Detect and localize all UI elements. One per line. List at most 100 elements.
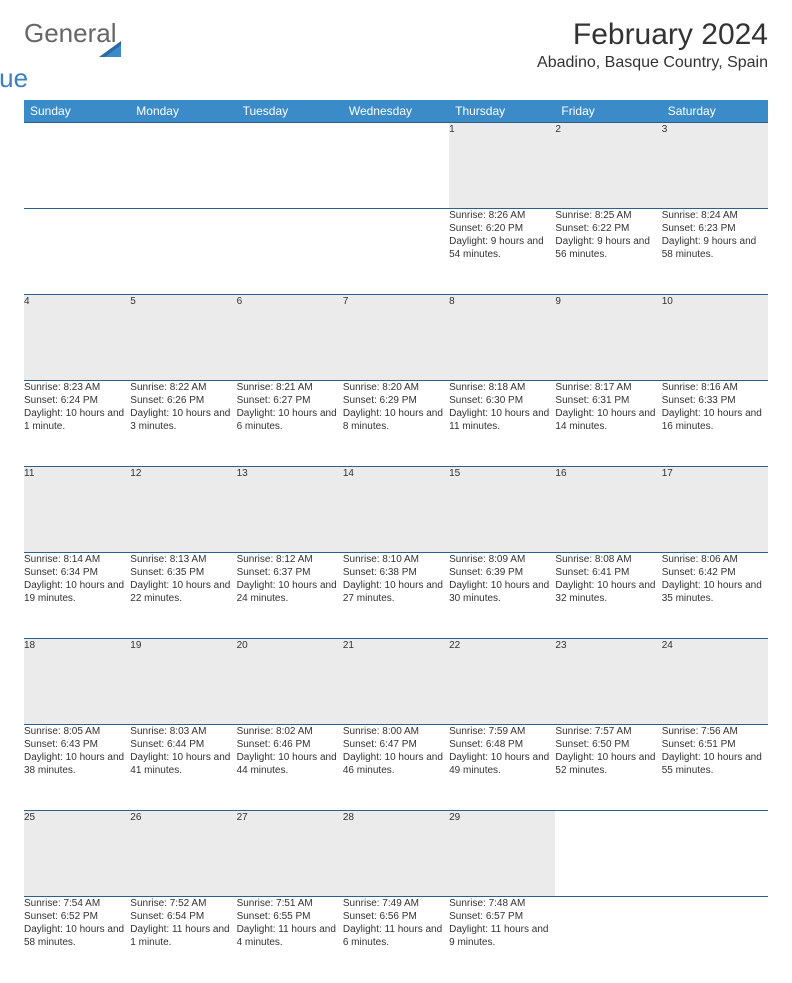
day-cell: Sunrise: 8:26 AM Sunset: 6:20 PM Dayligh… [449,209,555,295]
daynum-cell: 14 [343,467,449,553]
title-block: February 2024 Abadino, Basque Country, S… [537,18,768,72]
page-header: General Blue February 2024 Abadino, Basq… [24,18,768,94]
daynum-cell: 28 [343,811,449,897]
week-4-contentrow: Sunrise: 7:54 AM Sunset: 6:52 PM Dayligh… [24,897,768,983]
daynum-cell: 10 [662,295,768,381]
location-subtitle: Abadino, Basque Country, Spain [537,54,768,72]
daynum-cell [237,123,343,209]
daynum-cell [343,123,449,209]
daynum-cell [130,123,236,209]
day-cell-text: Sunrise: 8:26 AM Sunset: 6:20 PM Dayligh… [449,209,555,261]
week-1-numrow: 45678910 [24,295,768,381]
day-cell: Sunrise: 7:56 AM Sunset: 6:51 PM Dayligh… [662,725,768,811]
daynum-cell: 23 [555,639,661,725]
week-4-numrow: 2526272829 [24,811,768,897]
day-cell [555,897,661,983]
day-cell-text: Sunrise: 7:57 AM Sunset: 6:50 PM Dayligh… [555,725,661,777]
day-cell-text: Sunrise: 8:23 AM Sunset: 6:24 PM Dayligh… [24,381,130,433]
day-cell: Sunrise: 7:54 AM Sunset: 6:52 PM Dayligh… [24,897,130,983]
day-cell-text: Sunrise: 8:17 AM Sunset: 6:31 PM Dayligh… [555,381,661,433]
col-header-tuesday: Tuesday [237,100,343,123]
calendar-body: 123Sunrise: 8:26 AM Sunset: 6:20 PM Dayl… [24,123,768,983]
day-cell [343,209,449,295]
calendar-table: SundayMondayTuesdayWednesdayThursdayFrid… [24,100,768,983]
day-cell-text: Sunrise: 8:03 AM Sunset: 6:44 PM Dayligh… [130,725,236,777]
day-cell-text: Sunrise: 8:09 AM Sunset: 6:39 PM Dayligh… [449,553,555,605]
day-cell-text: Sunrise: 8:16 AM Sunset: 6:33 PM Dayligh… [662,381,768,433]
day-cell-text: Sunrise: 7:52 AM Sunset: 6:54 PM Dayligh… [130,897,236,949]
day-cell: Sunrise: 7:49 AM Sunset: 6:56 PM Dayligh… [343,897,449,983]
day-cell-text: Sunrise: 8:13 AM Sunset: 6:35 PM Dayligh… [130,553,236,605]
day-cell-text: Sunrise: 8:06 AM Sunset: 6:42 PM Dayligh… [662,553,768,605]
daynum-cell [24,123,130,209]
day-cell: Sunrise: 8:00 AM Sunset: 6:47 PM Dayligh… [343,725,449,811]
day-cell: Sunrise: 8:05 AM Sunset: 6:43 PM Dayligh… [24,725,130,811]
logo-text-2: Blue [0,63,28,94]
day-cell-text: Sunrise: 8:05 AM Sunset: 6:43 PM Dayligh… [24,725,130,777]
daynum-cell: 24 [662,639,768,725]
day-cell-text: Sunrise: 8:10 AM Sunset: 6:38 PM Dayligh… [343,553,449,605]
week-2-numrow: 11121314151617 [24,467,768,553]
week-3-numrow: 18192021222324 [24,639,768,725]
calendar-head: SundayMondayTuesdayWednesdayThursdayFrid… [24,100,768,123]
week-3-contentrow: Sunrise: 8:05 AM Sunset: 6:43 PM Dayligh… [24,725,768,811]
day-cell-text: Sunrise: 8:14 AM Sunset: 6:34 PM Dayligh… [24,553,130,605]
day-cell-text: Sunrise: 8:24 AM Sunset: 6:23 PM Dayligh… [662,209,768,261]
daynum-cell: 20 [237,639,343,725]
day-cell [24,209,130,295]
daynum-cell: 25 [24,811,130,897]
month-title: February 2024 [537,18,768,52]
col-header-wednesday: Wednesday [343,100,449,123]
day-cell-text: Sunrise: 8:22 AM Sunset: 6:26 PM Dayligh… [130,381,236,433]
daynum-cell: 26 [130,811,236,897]
daynum-cell: 16 [555,467,661,553]
day-cell: Sunrise: 7:57 AM Sunset: 6:50 PM Dayligh… [555,725,661,811]
logo: General Blue [24,18,127,94]
col-header-friday: Friday [555,100,661,123]
day-cell: Sunrise: 8:20 AM Sunset: 6:29 PM Dayligh… [343,381,449,467]
day-cell: Sunrise: 8:13 AM Sunset: 6:35 PM Dayligh… [130,553,236,639]
col-header-thursday: Thursday [449,100,555,123]
daynum-cell: 21 [343,639,449,725]
day-cell: Sunrise: 8:02 AM Sunset: 6:46 PM Dayligh… [237,725,343,811]
day-cell [662,897,768,983]
day-cell: Sunrise: 8:24 AM Sunset: 6:23 PM Dayligh… [662,209,768,295]
day-cell: Sunrise: 7:59 AM Sunset: 6:48 PM Dayligh… [449,725,555,811]
daynum-cell: 27 [237,811,343,897]
daynum-cell: 15 [449,467,555,553]
day-cell [237,209,343,295]
day-cell: Sunrise: 8:16 AM Sunset: 6:33 PM Dayligh… [662,381,768,467]
day-cell: Sunrise: 8:23 AM Sunset: 6:24 PM Dayligh… [24,381,130,467]
day-cell: Sunrise: 8:03 AM Sunset: 6:44 PM Dayligh… [130,725,236,811]
daynum-cell: 13 [237,467,343,553]
day-cell-text: Sunrise: 8:08 AM Sunset: 6:41 PM Dayligh… [555,553,661,605]
day-cell-text: Sunrise: 7:51 AM Sunset: 6:55 PM Dayligh… [237,897,343,949]
day-cell-text: Sunrise: 8:00 AM Sunset: 6:47 PM Dayligh… [343,725,449,777]
col-header-saturday: Saturday [662,100,768,123]
daynum-cell: 18 [24,639,130,725]
daynum-cell: 19 [130,639,236,725]
daynum-cell: 4 [24,295,130,381]
daynum-cell: 2 [555,123,661,209]
daynum-cell: 5 [130,295,236,381]
daynum-cell: 3 [662,123,768,209]
day-cell: Sunrise: 8:14 AM Sunset: 6:34 PM Dayligh… [24,553,130,639]
day-cell: Sunrise: 7:48 AM Sunset: 6:57 PM Dayligh… [449,897,555,983]
day-cell: Sunrise: 8:17 AM Sunset: 6:31 PM Dayligh… [555,381,661,467]
day-cell-text: Sunrise: 8:18 AM Sunset: 6:30 PM Dayligh… [449,381,555,433]
week-2-contentrow: Sunrise: 8:14 AM Sunset: 6:34 PM Dayligh… [24,553,768,639]
daynum-cell: 22 [449,639,555,725]
day-cell: Sunrise: 8:10 AM Sunset: 6:38 PM Dayligh… [343,553,449,639]
day-cell-text: Sunrise: 7:54 AM Sunset: 6:52 PM Dayligh… [24,897,130,949]
daynum-cell: 17 [662,467,768,553]
week-1-contentrow: Sunrise: 8:23 AM Sunset: 6:24 PM Dayligh… [24,381,768,467]
day-cell: Sunrise: 8:06 AM Sunset: 6:42 PM Dayligh… [662,553,768,639]
daynum-cell [555,811,661,897]
day-cell-text: Sunrise: 8:25 AM Sunset: 6:22 PM Dayligh… [555,209,661,261]
day-cell: Sunrise: 8:08 AM Sunset: 6:41 PM Dayligh… [555,553,661,639]
day-cell: Sunrise: 8:21 AM Sunset: 6:27 PM Dayligh… [237,381,343,467]
daynum-cell: 9 [555,295,661,381]
day-cell-text: Sunrise: 7:49 AM Sunset: 6:56 PM Dayligh… [343,897,449,949]
day-cell: Sunrise: 8:18 AM Sunset: 6:30 PM Dayligh… [449,381,555,467]
daynum-cell: 7 [343,295,449,381]
